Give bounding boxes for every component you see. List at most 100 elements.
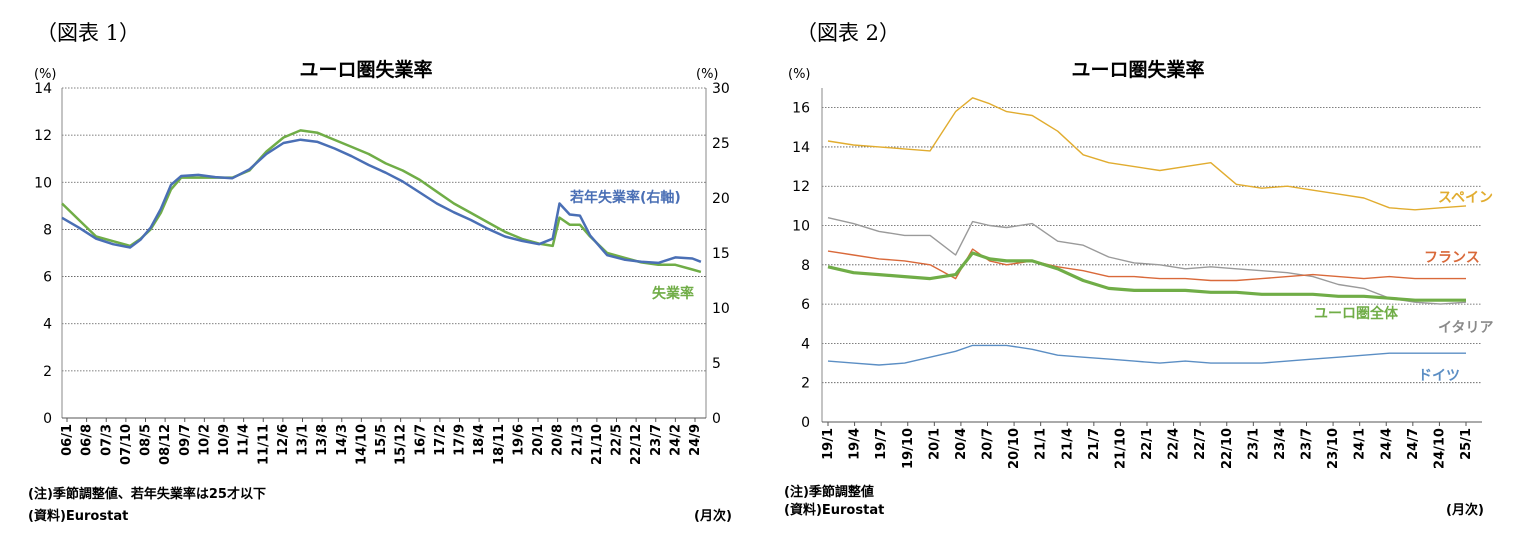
chart1-y-right-tick: 0 <box>712 411 721 427</box>
chart1-x-tick: 09/7 <box>178 424 193 456</box>
chart2-x-tick: 19/7 <box>874 428 889 460</box>
chart1-x-unit: (月次) <box>694 508 732 524</box>
chart1-x-tick: 13/8 <box>315 424 330 456</box>
chart1-y-left-tick: 4 <box>43 317 52 333</box>
chart1-title: ユーロ圏失業率 <box>299 58 432 81</box>
chart2-x-unit: (月次) <box>1446 502 1484 518</box>
chart1-y-right-tick: 30 <box>712 81 730 97</box>
chart1-series-youth <box>61 138 702 265</box>
chart1-x-tick: 24/2 <box>668 424 683 456</box>
chart2-y-tick: 2 <box>801 376 810 392</box>
chart2-y-tick: 8 <box>801 258 810 274</box>
chart1-x-tick: 07/10 <box>119 424 134 465</box>
chart1-note: (注)季節調整値、若年失業率は25才以下 <box>28 486 266 502</box>
chart1-x-tick: 17/2 <box>433 424 448 456</box>
chart2-label-france: フランス <box>1424 250 1480 266</box>
chart2-x-tick: 20/4 <box>954 428 969 460</box>
chart2-x-tick: 24/10 <box>1432 428 1447 469</box>
chart2-x-tick: 20/7 <box>981 428 996 460</box>
chart2-x-tick: 22/7 <box>1193 428 1208 460</box>
chart1-y-left-tick: 14 <box>34 81 52 97</box>
chart1-x-tick: 17/9 <box>453 424 468 456</box>
chart2-x-tick: 23/1 <box>1246 428 1261 460</box>
chart1-right-unit: (%) <box>696 67 719 82</box>
chart2-label-germany: ドイツ <box>1418 368 1460 384</box>
chart1-x-tick: 24/9 <box>688 424 703 456</box>
chart2-x-tick: 21/10 <box>1113 428 1128 469</box>
chart1-x-tick: 21/10 <box>590 424 605 465</box>
chart1-x-tick: 08/12 <box>158 424 173 465</box>
chart2-title: ユーロ圏失業率 <box>1071 58 1204 81</box>
chart1-x-tick: 14/10 <box>354 424 369 465</box>
chart1-x-tick: 18/11 <box>492 424 507 465</box>
chart1-y-left-tick: 6 <box>43 270 52 286</box>
chart1-x-tick: 15/12 <box>394 424 409 465</box>
chart1-y-right-tick: 20 <box>712 191 730 207</box>
chart1-x-tick: 23/7 <box>649 424 664 456</box>
chart1-label-unemp: 失業率 <box>652 285 694 302</box>
chart2-x-tick: 20/1 <box>927 428 942 460</box>
chart1-y-right-tick: 10 <box>712 301 730 317</box>
chart2-x-tick: 24/4 <box>1379 428 1394 460</box>
chart1-x-tick: 08/5 <box>139 424 154 456</box>
chart2-label-italy: イタリア <box>1438 320 1493 336</box>
chart2-x-tick: 23/10 <box>1326 428 1341 469</box>
chart2-label-euro: ユーロ圏全体 <box>1314 305 1399 322</box>
chart1-x-tick: 18/4 <box>472 424 487 456</box>
chart2-y-tick: 0 <box>801 415 810 431</box>
chart2-series-france <box>827 248 1466 282</box>
chart1-x-tick: 22/5 <box>610 424 625 456</box>
chart1-x-tick: 06/1 <box>60 424 75 456</box>
chart1-y-left-tick: 12 <box>34 128 52 144</box>
chart1-x-tick: 20/8 <box>551 424 566 456</box>
chart1-y-left-tick: 8 <box>43 222 52 238</box>
chart2-x-tick: 24/1 <box>1353 428 1368 460</box>
chart1-source: (資料)Eurostat <box>28 508 128 524</box>
chart1-plot: 0 2 4 6 8 10 12 14 0 5 10 15 20 25 30 06/1 06/8 07/3 07/10… <box>34 81 730 465</box>
chart1-x-tick: 10/9 <box>217 424 232 456</box>
chart2-plot: 0 2 4 6 8 10 12 14 16 19/1 19/4 19/7 19/10 20/1 20/4 20… <box>792 88 1482 469</box>
chart1-y-right-tick: 15 <box>712 246 730 262</box>
chart1-label-youth: 若年失業率(右軸) <box>569 189 681 206</box>
chart2-y-tick: 12 <box>792 179 810 195</box>
chart2-series-spain <box>827 97 1467 211</box>
chart2-series-euro-area <box>827 251 1466 302</box>
chart2-series-italy <box>827 217 1467 305</box>
chart2-y-tick: 16 <box>792 101 810 117</box>
chart2-x-tick: 20/10 <box>1007 428 1022 469</box>
chart1-x-tick: 21/3 <box>570 424 585 456</box>
chart2-x-tick: 21/7 <box>1087 428 1102 460</box>
chart1-x-tick: 13/1 <box>296 424 311 456</box>
chart2-x-tick: 23/7 <box>1300 428 1315 460</box>
chart1-y-left-tick: 10 <box>34 175 52 191</box>
chart1-x-tick: 11/11 <box>256 424 271 465</box>
chart1-y-right-tick: 25 <box>712 136 730 152</box>
chart2-x-tick: 21/1 <box>1034 428 1049 460</box>
chart2-source: (資料)Eurostat <box>784 502 884 518</box>
chart1-x-tick: 20/1 <box>531 424 546 456</box>
chart1-y-left-tick: 0 <box>43 411 52 427</box>
chart2-x-tick: 22/4 <box>1167 428 1182 460</box>
chart2-x-tick: 19/10 <box>901 428 916 469</box>
chart2-x-tick: 22/10 <box>1220 428 1235 469</box>
chart2-y-tick: 4 <box>801 336 810 352</box>
chart2-left-unit: (%) <box>788 67 811 82</box>
chart2-y-tick: 6 <box>801 297 810 313</box>
chart2-x-tick: 23/4 <box>1273 428 1288 460</box>
chart1-x-tick: 07/3 <box>99 424 114 456</box>
chart2-x-tick: 21/4 <box>1060 428 1075 460</box>
chart1-x-tick: 22/12 <box>629 424 644 465</box>
chart1-x-tick: 06/8 <box>80 424 95 456</box>
figure2-label: （図表 2） <box>796 21 900 45</box>
chart1-x-tick: 11/4 <box>237 424 252 456</box>
chart2-note: (注)季節調整値 <box>784 484 874 500</box>
chart2-x-tick: 19/4 <box>848 428 863 460</box>
chart1-x-tick: 10/2 <box>197 424 212 456</box>
chart1-y-right-tick: 5 <box>712 356 721 372</box>
chart1-x-tick: 12/6 <box>276 424 291 456</box>
chart2-series-germany <box>827 344 1466 366</box>
chart2-y-tick: 10 <box>792 219 810 235</box>
chart2-x-tick: 24/7 <box>1406 428 1421 460</box>
chart2-x-tick: 19/1 <box>821 428 836 460</box>
